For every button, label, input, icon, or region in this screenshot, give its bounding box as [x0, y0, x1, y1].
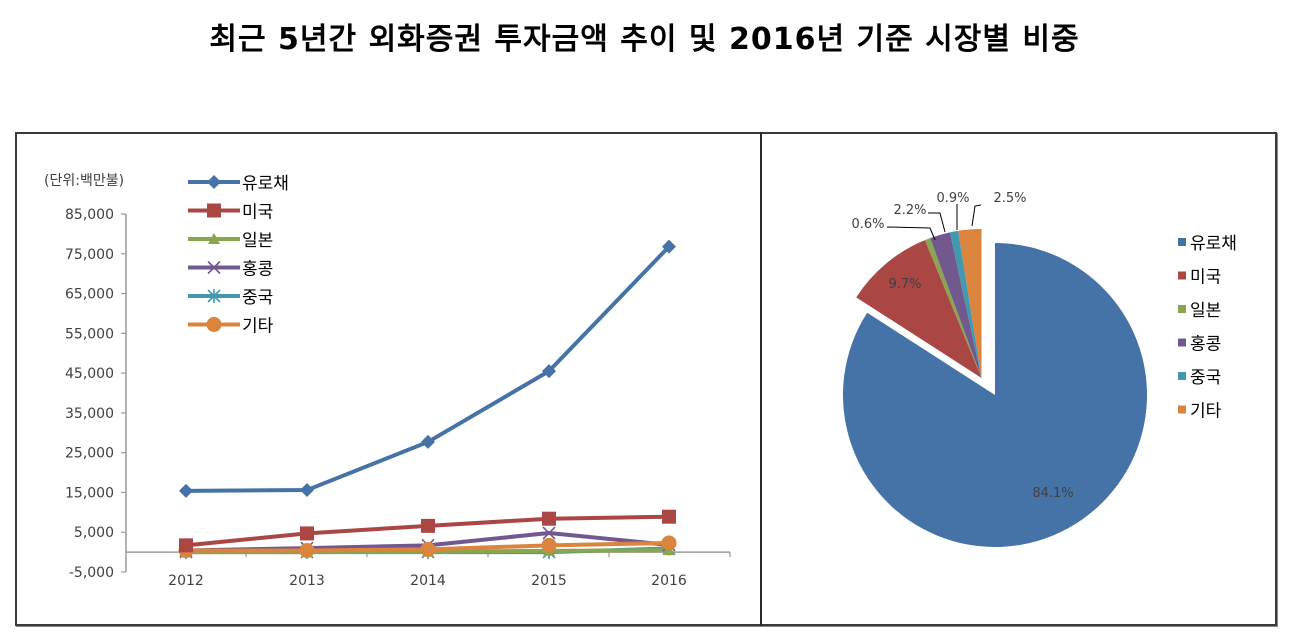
diamond-marker-icon	[542, 364, 556, 379]
legend-color-swatch	[1178, 271, 1186, 280]
square-marker-icon	[542, 511, 556, 526]
square-marker-icon	[207, 203, 221, 218]
square-marker-icon	[421, 518, 435, 533]
pie-labels: 84.1% 9.7% 0.6% 2.2% 0.9% 2.5%	[851, 191, 1073, 501]
pie-data-label: 9.7%	[888, 277, 921, 292]
pie-slice-홍콩	[930, 232, 982, 378]
leader-line	[928, 212, 946, 233]
triangle-marker-icon	[208, 233, 220, 244]
legend-label: 기타	[242, 317, 274, 337]
line-chart: (단위:백만불) 85,000 75,000 65,000 55,000 45,000 3…	[44, 173, 731, 589]
legend-color-swatch	[1178, 238, 1186, 246]
legend-item-중국: 중국	[188, 288, 273, 308]
x-tick-label: 2012	[168, 573, 204, 589]
series-layer	[178, 239, 677, 560]
pie-data-label: 2.2%	[893, 203, 926, 218]
pie-slice-중국	[949, 230, 982, 378]
diamond-marker-icon	[300, 483, 314, 498]
legend-item-중국: 중국	[1178, 368, 1221, 388]
legend-item-홍콩: 홍콩	[188, 260, 273, 280]
legend-label: 일본	[242, 231, 273, 251]
unit-label: (단위:백만불)	[44, 173, 124, 189]
circle-marker-icon	[206, 317, 222, 332]
pie-data-label: 0.6%	[851, 217, 884, 232]
legend-item-일본: 일본	[188, 231, 273, 251]
legend-color-swatch	[1178, 372, 1186, 380]
series-미국	[179, 509, 676, 553]
x-tick-label: 2013	[289, 573, 325, 589]
series-유로채	[179, 239, 676, 498]
y-tick-label: 65,000	[65, 287, 114, 303]
diamond-marker-icon	[207, 175, 221, 189]
circle-marker-icon	[420, 541, 436, 557]
legend-item-일본: 일본	[1178, 301, 1221, 321]
diamond-marker-icon	[662, 239, 676, 254]
circle-marker-icon	[661, 535, 677, 551]
pie-data-label: 0.9%	[936, 191, 969, 206]
x-marker-icon	[542, 526, 556, 540]
legend-label: 기타	[1190, 402, 1222, 422]
x-tick-label: 2016	[651, 573, 687, 589]
y-tick-label: 45,000	[65, 366, 114, 382]
square-marker-icon	[179, 538, 193, 553]
legend-item-유로채: 유로채	[1178, 234, 1237, 254]
pie-slice-미국	[856, 240, 982, 378]
legend-label: 유로채	[1190, 234, 1237, 254]
legend-item-기타: 기타	[188, 317, 274, 337]
y-tick-label: 25,000	[65, 446, 114, 462]
legend-label: 미국	[242, 203, 273, 223]
legend-item-홍콩: 홍콩	[1178, 335, 1221, 355]
square-marker-icon	[662, 509, 676, 524]
legend-label: 유로채	[242, 174, 289, 194]
x-tick-label: 2014	[410, 573, 446, 589]
y-tick-label: 75,000	[65, 247, 114, 263]
panel-divider	[760, 132, 762, 626]
diamond-marker-icon	[179, 483, 193, 498]
y-axis: 85,000 75,000 65,000 55,000 45,000 35,000 25,0…	[65, 207, 127, 581]
pie-data-label: 84.1%	[1032, 486, 1073, 501]
square-marker-icon	[300, 526, 314, 541]
y-tick-label: -5,000	[69, 565, 114, 581]
x-marker-icon	[207, 260, 221, 275]
circle-marker-icon	[299, 543, 315, 559]
pie-slice-유로채	[843, 243, 1147, 547]
pie-slices	[843, 228, 1147, 547]
pie-slice-기타	[958, 228, 982, 378]
legend-color-swatch	[1178, 338, 1186, 347]
leader-line	[971, 204, 982, 227]
series-line	[185, 245, 671, 493]
legend-label: 미국	[1190, 268, 1221, 288]
legend-item-유로채: 유로채	[188, 174, 289, 194]
pie-slice-일본	[924, 238, 982, 378]
legend-label: 홍콩	[242, 260, 273, 280]
legend-label: 일본	[1190, 301, 1221, 321]
y-tick-label: 55,000	[65, 326, 114, 342]
legend-label: 중국	[1190, 368, 1221, 388]
y-tick-label: 35,000	[65, 406, 114, 422]
legend-color-swatch	[1178, 405, 1186, 414]
leader-line	[886, 226, 936, 241]
legend-item-미국: 미국	[1178, 268, 1221, 288]
circle-marker-icon	[541, 537, 557, 553]
legend-item-미국: 미국	[188, 203, 273, 223]
charts-frame	[15, 132, 1277, 626]
legend-item-기타: 기타	[1178, 402, 1222, 422]
diamond-marker-icon	[421, 434, 435, 449]
legend-label: 중국	[242, 288, 273, 308]
y-tick-label: 15,000	[65, 485, 114, 501]
x-tick-label: 2015	[531, 573, 567, 589]
legend-color-swatch	[1178, 305, 1186, 313]
pie-data-label: 2.5%	[993, 191, 1026, 206]
legend-label: 홍콩	[1190, 335, 1221, 355]
y-tick-label: 5,000	[74, 525, 114, 541]
y-tick-label: 85,000	[65, 207, 114, 223]
page-title: 최근 5년간 외화증권 투자금액 추이 및 2016년 기준 시장별 비중	[209, 22, 1080, 57]
